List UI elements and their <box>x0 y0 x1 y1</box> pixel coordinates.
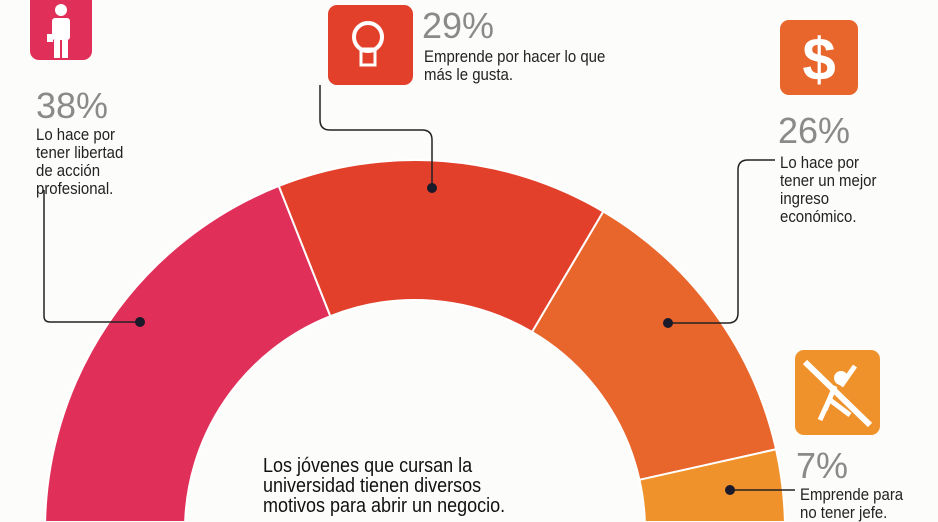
category-label-1: Emprende por hacer lo que más le gusta. <box>424 47 606 84</box>
center-text-line: motivos para abrir un negocio. <box>263 495 506 517</box>
donut-segment-3 <box>638 448 786 521</box>
svg-text:$: $ <box>802 26 835 93</box>
lightbulb-icon <box>328 5 413 85</box>
center-text-line: universidad tienen diversos <box>263 475 482 497</box>
value-label-26: 26% <box>778 110 851 151</box>
businessman-icon <box>30 0 92 60</box>
value-label-38: 38% <box>36 85 109 126</box>
center-text: Los jóvenes que cursan la universidad ti… <box>263 456 505 516</box>
category-label-0: Lo hace por tener libertad de acción pro… <box>36 125 124 198</box>
leader-line-1 <box>319 85 433 188</box>
value-label-7: 7% <box>796 445 849 486</box>
no-boss-icon <box>795 350 880 435</box>
value-label-29: 29% <box>422 5 495 46</box>
leader-dot-1 <box>427 183 437 193</box>
category-label-2: Lo hace por tener un mejor ingreso econó… <box>780 153 877 226</box>
leader-dot-3 <box>725 485 735 495</box>
leader-line-2 <box>668 159 775 324</box>
donut-segment-1 <box>277 159 605 334</box>
leader-dot-0 <box>135 317 145 327</box>
center-text-line: Los jóvenes que cursan la <box>263 455 473 477</box>
donut-segment-0 <box>44 184 332 521</box>
leader-dot-2 <box>663 318 673 328</box>
dollar-sign-icon: $ <box>780 20 858 95</box>
category-label-3: Emprende para no tener jefe. <box>800 485 904 522</box>
leader-line-0 <box>43 190 140 323</box>
